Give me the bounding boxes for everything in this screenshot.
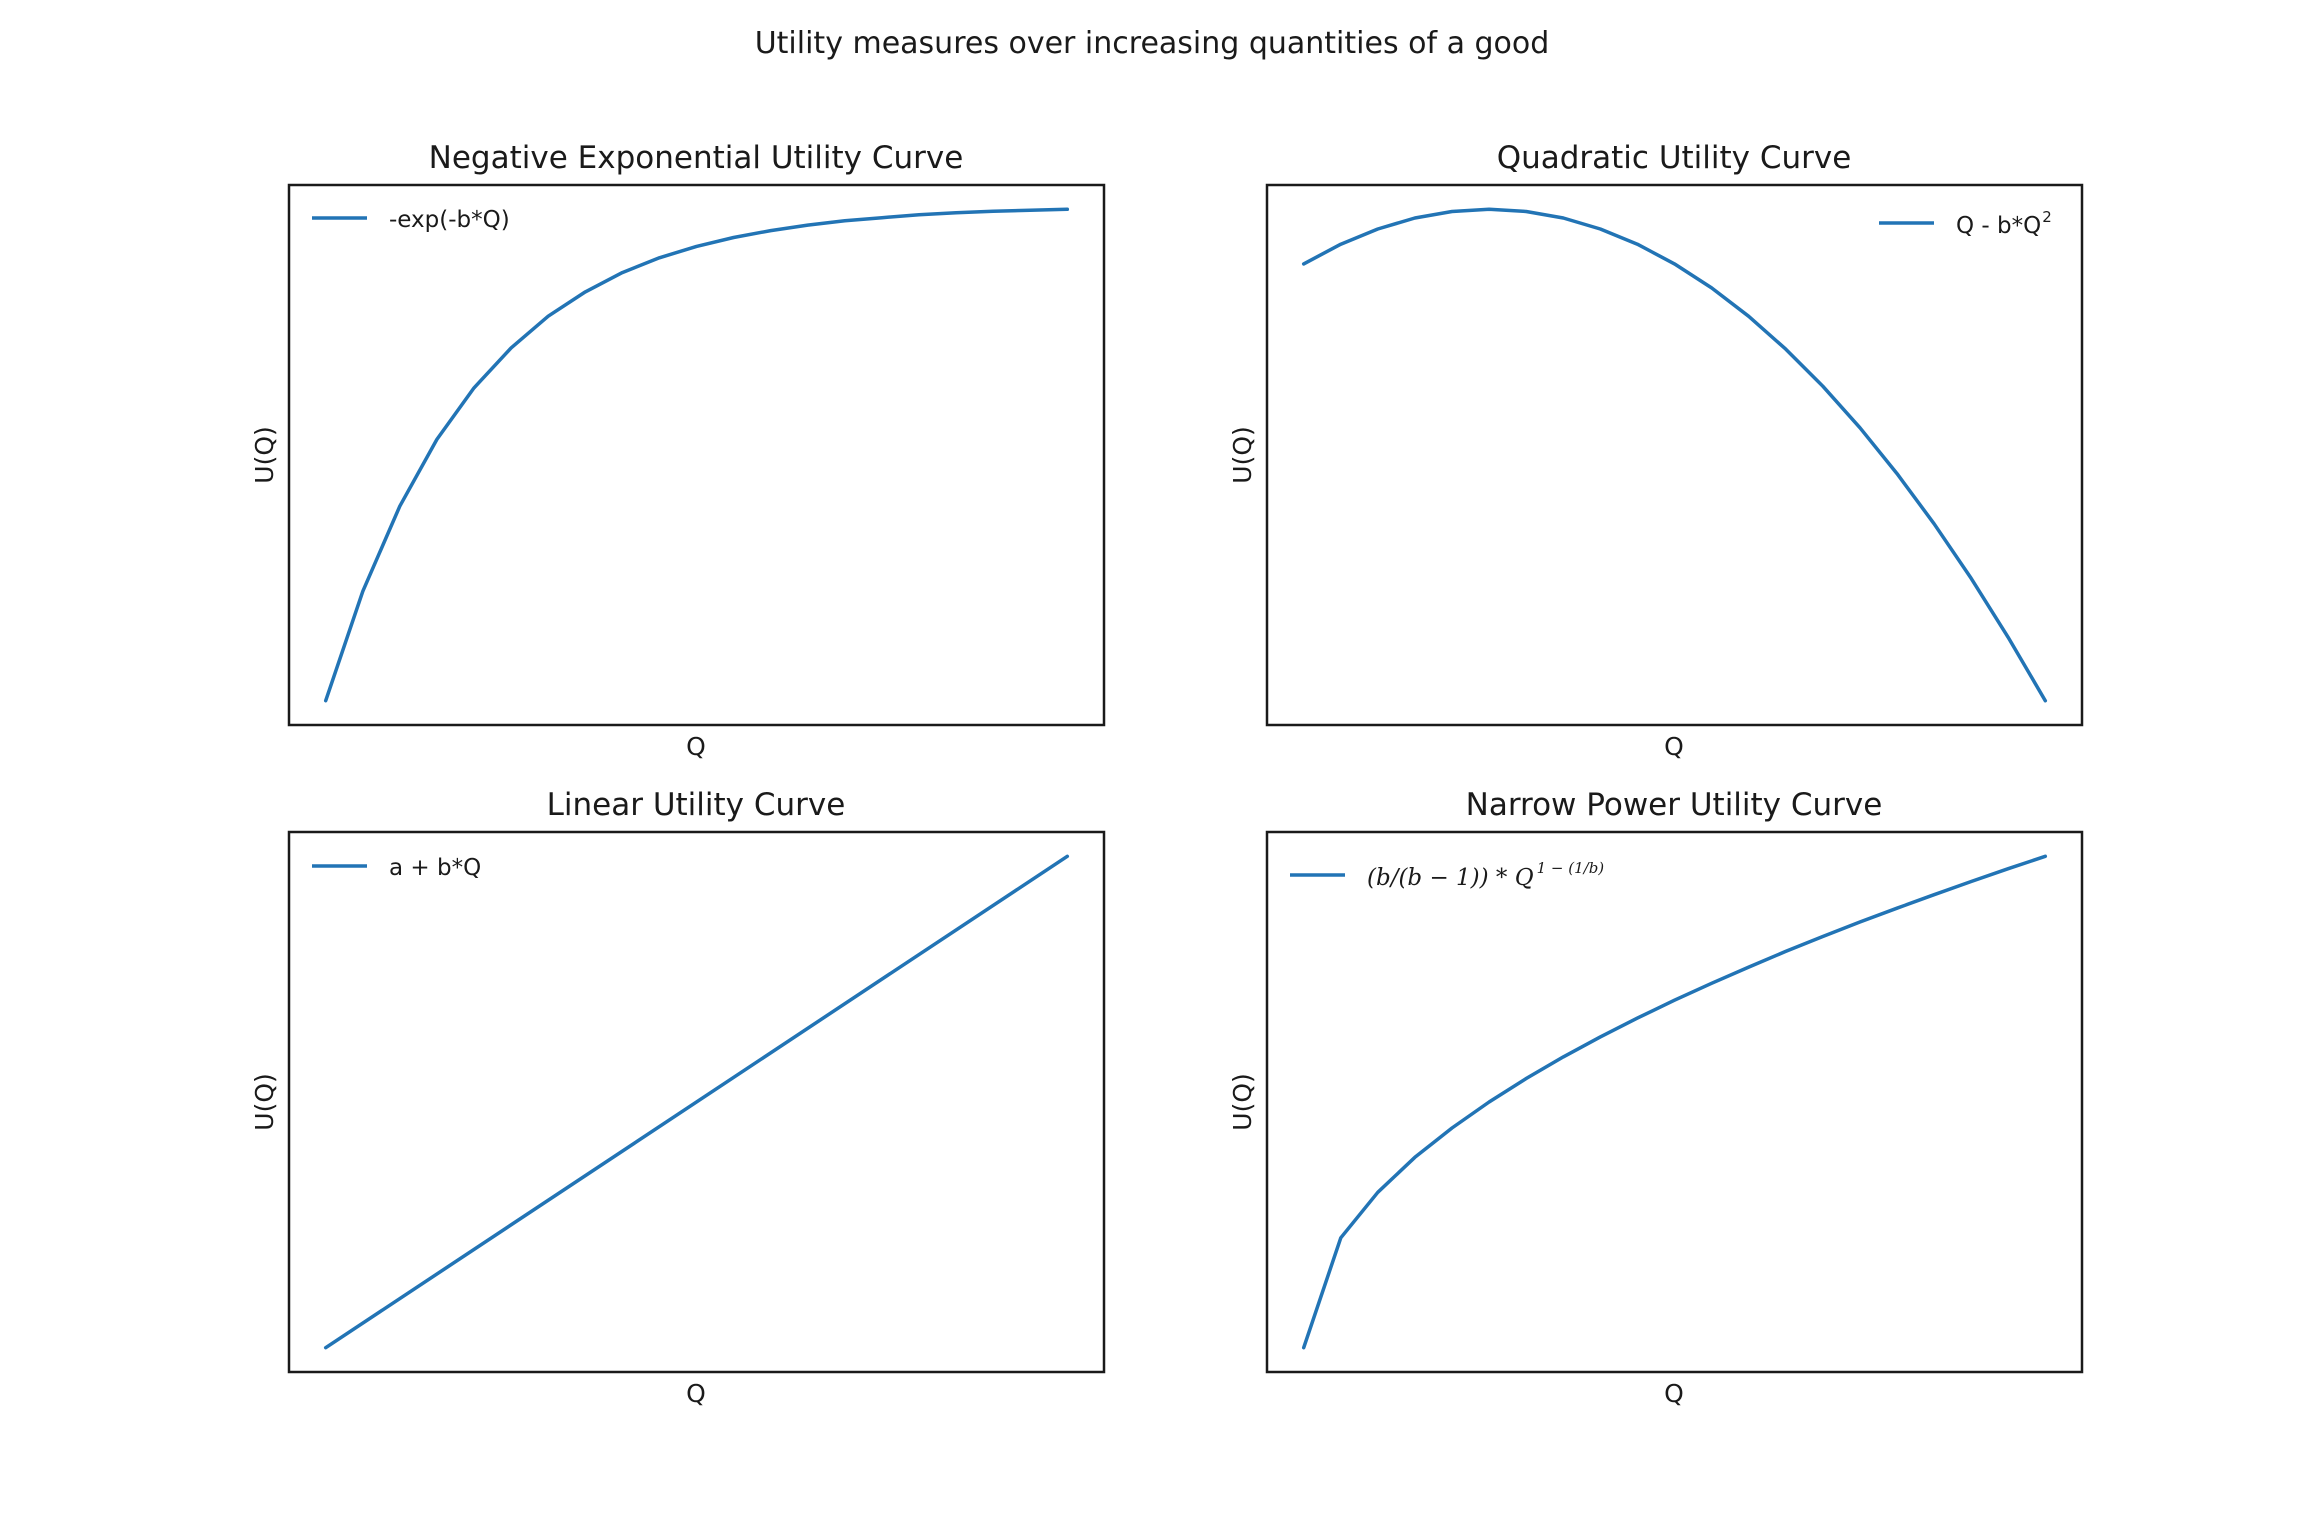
- legend-label-main: (b/(b − 1)) * Q: [1367, 865, 1534, 891]
- series-line-quadratic: [1301, 207, 2048, 703]
- panel-quadratic: Quadratic Utility Curve Q U(Q) Q - b*Q2: [1228, 140, 2084, 761]
- legend-label: -exp(-b*Q): [389, 207, 510, 233]
- series-line-narrow-power: [1301, 854, 2048, 1350]
- x-axis-label: Q: [1664, 732, 1684, 761]
- panel-linear: Linear Utility Curve Q U(Q) a + b*Q: [250, 787, 1106, 1408]
- panel-title: Narrow Power Utility Curve: [1466, 787, 1883, 823]
- legend-label: a + b*Q: [389, 855, 481, 881]
- legend: Q - b*Q2: [1879, 208, 2052, 239]
- plot-frame: [1265, 830, 2084, 1374]
- x-axis-label: Q: [686, 732, 706, 761]
- plot-frame: [287, 830, 1106, 1374]
- panel-narrow-power: Narrow Power Utility Curve Q U(Q) (b/(b …: [1228, 787, 2084, 1408]
- y-axis-label: U(Q): [250, 1073, 279, 1130]
- y-axis-label: U(Q): [250, 426, 279, 483]
- series-line-negative-exponential: [323, 207, 1070, 703]
- x-axis-label: Q: [686, 1379, 706, 1408]
- series-line-linear: [323, 854, 1070, 1350]
- plot-frame: [287, 183, 1106, 727]
- figure-suptitle: Utility measures over increasing quantit…: [755, 26, 1550, 61]
- plot-frame: [1265, 183, 2084, 727]
- panel-title: Quadratic Utility Curve: [1497, 140, 1852, 176]
- panel-title: Negative Exponential Utility Curve: [429, 140, 964, 176]
- legend-label: Q - b*Q2: [1956, 208, 2052, 239]
- legend: a + b*Q: [312, 855, 481, 881]
- legend: -exp(-b*Q): [312, 207, 510, 233]
- panel-negative-exponential: Negative Exponential Utility Curve Q U(Q…: [250, 140, 1106, 761]
- legend-label-exponent: 1 − (1/b): [1537, 859, 1605, 877]
- y-axis-label: U(Q): [1228, 426, 1257, 483]
- panel-title: Linear Utility Curve: [547, 787, 846, 823]
- x-axis-label: Q: [1664, 1379, 1684, 1408]
- y-axis-label: U(Q): [1228, 1073, 1257, 1130]
